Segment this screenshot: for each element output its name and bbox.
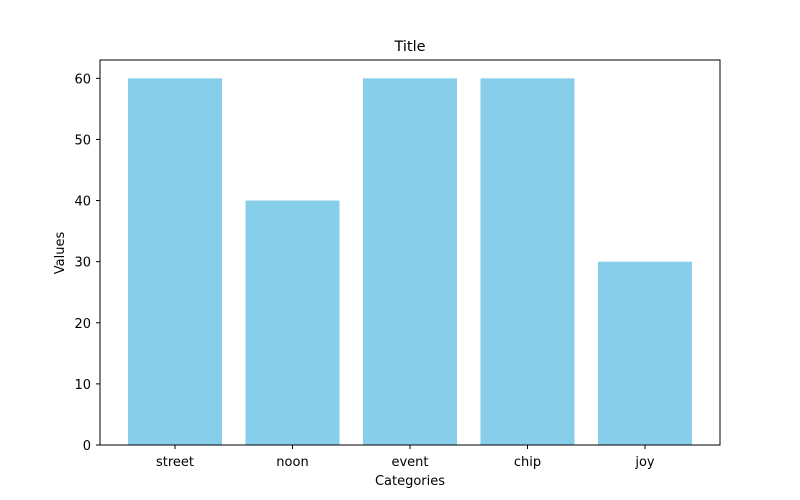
- y-axis-label: Values: [53, 232, 68, 275]
- y-tick-label: 50: [74, 133, 91, 148]
- x-tick-label: street: [156, 455, 194, 470]
- x-tick-label: joy: [634, 455, 655, 470]
- x-tick-label: event: [391, 455, 428, 470]
- x-axis-label: Categories: [375, 474, 445, 489]
- x-tick-label: chip: [514, 455, 541, 470]
- x-axis-ticks: street noon event chip joy: [156, 445, 655, 470]
- bar-joy: [598, 261, 692, 445]
- y-tick-label: 0: [83, 439, 91, 454]
- y-tick-label: 20: [74, 317, 91, 332]
- y-tick-label: 60: [74, 72, 91, 87]
- bars-layer: [128, 78, 692, 445]
- y-tick-label: 30: [74, 256, 91, 271]
- x-tick-label: noon: [276, 455, 308, 470]
- y-axis-ticks: 0 10 20 30 40 50 60: [74, 72, 100, 454]
- chart-title: Title: [393, 39, 425, 55]
- y-tick-label: 40: [74, 195, 91, 210]
- bar-street: [128, 78, 222, 445]
- bar-noon: [245, 200, 340, 445]
- bar-event: [363, 78, 457, 445]
- bar-chip: [480, 78, 575, 445]
- y-tick-label: 10: [74, 378, 91, 393]
